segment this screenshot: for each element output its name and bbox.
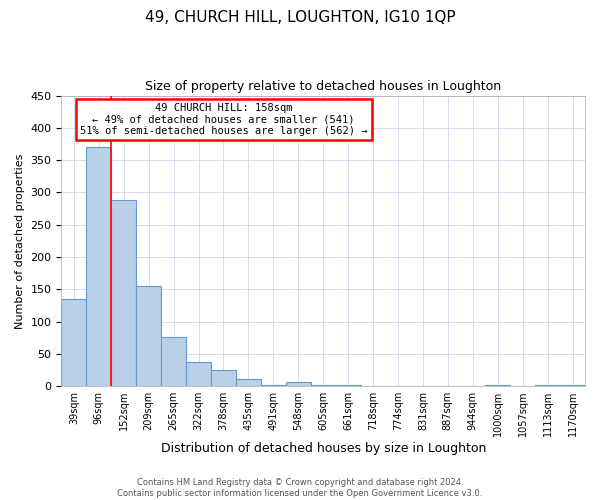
Bar <box>136 286 161 386</box>
Bar <box>311 385 335 386</box>
Bar <box>286 382 311 386</box>
Bar <box>485 385 510 386</box>
Bar <box>186 362 211 386</box>
Title: Size of property relative to detached houses in Loughton: Size of property relative to detached ho… <box>145 80 501 93</box>
Bar <box>61 299 86 386</box>
Text: 49 CHURCH HILL: 158sqm
← 49% of detached houses are smaller (541)
51% of semi-de: 49 CHURCH HILL: 158sqm ← 49% of detached… <box>80 103 367 136</box>
Bar <box>161 337 186 386</box>
Text: 49, CHURCH HILL, LOUGHTON, IG10 1QP: 49, CHURCH HILL, LOUGHTON, IG10 1QP <box>145 10 455 25</box>
Text: Contains HM Land Registry data © Crown copyright and database right 2024.
Contai: Contains HM Land Registry data © Crown c… <box>118 478 482 498</box>
Bar <box>86 147 111 386</box>
Bar <box>261 385 286 386</box>
Y-axis label: Number of detached properties: Number of detached properties <box>15 153 25 328</box>
Bar <box>211 370 236 386</box>
Bar <box>236 379 261 386</box>
X-axis label: Distribution of detached houses by size in Loughton: Distribution of detached houses by size … <box>161 442 486 455</box>
Bar <box>111 200 136 386</box>
